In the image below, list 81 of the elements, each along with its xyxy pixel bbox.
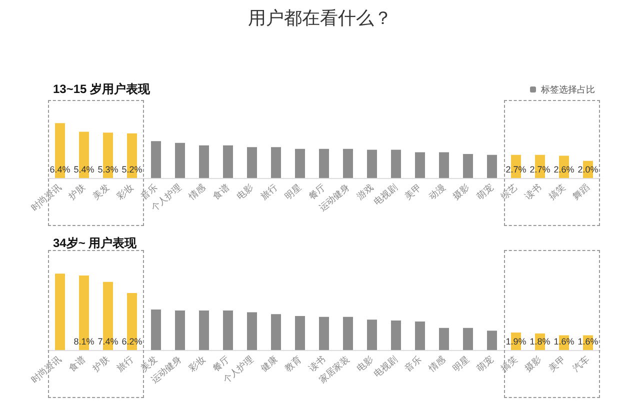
x-tick-label: 搞笑 (547, 182, 568, 202)
bar (175, 310, 185, 350)
x-tick-label: 舞蹈 (571, 182, 592, 202)
bar (271, 314, 281, 350)
x-tick-label: 健康 (259, 354, 280, 374)
bar (151, 141, 161, 178)
bar (439, 328, 449, 350)
x-tick-label: 情感 (426, 354, 448, 374)
x-tick-label: 汽车 (571, 354, 592, 374)
x-tick-label: 护肤 (66, 182, 88, 202)
data-label: 7.4% (98, 336, 118, 346)
x-tick-label: 食谱 (67, 354, 88, 374)
bar (295, 148, 305, 178)
bar (199, 145, 209, 178)
x-tick-label: 动漫 (427, 182, 448, 202)
x-tick-label: 食谱 (211, 182, 232, 202)
x-tick-label: 美甲 (403, 182, 424, 202)
x-tick-label: 读书 (523, 182, 544, 202)
bar (175, 142, 185, 178)
data-label: 6.2% (122, 336, 142, 346)
bar (415, 152, 425, 178)
bar (247, 312, 257, 350)
bar (199, 310, 209, 350)
x-tick-label: 摄影 (523, 354, 544, 374)
data-label: 5.3% (98, 164, 118, 174)
x-tick-label: 餐厅 (211, 354, 232, 374)
x-tick-label: 读书 (307, 354, 328, 374)
bar (367, 150, 377, 178)
x-tick-label: 萌宠 (475, 354, 496, 374)
x-tick-label: 旅行 (259, 182, 280, 202)
data-label: 5.2% (122, 164, 142, 174)
x-tick-label: 游戏 (355, 182, 376, 202)
chart-title: 13~15 岁用户表现 (53, 82, 152, 96)
bar (319, 316, 329, 350)
x-tick-label: 摄影 (451, 182, 472, 202)
x-tick-label: 美发 (91, 182, 112, 202)
bar (55, 274, 65, 350)
x-tick-label: 彩妆 (187, 354, 208, 374)
x-tick-label: 明星 (451, 354, 472, 374)
data-label: 5.4% (74, 164, 94, 174)
bar (463, 154, 473, 178)
x-tick-label: 美发 (139, 354, 160, 374)
x-tick-label: 彩妆 (115, 182, 136, 202)
bar (391, 150, 401, 178)
data-label: 2.0% (578, 164, 598, 174)
bar (487, 154, 497, 178)
bar (391, 320, 401, 350)
bar (415, 321, 425, 350)
bar (151, 310, 161, 350)
bar (319, 148, 329, 178)
x-tick-label: 明星 (283, 182, 304, 202)
x-tick-label: 搞笑 (499, 354, 520, 374)
text: 用户都在看什么？ (247, 7, 393, 30)
data-label: 6.4% (50, 164, 70, 174)
x-tick-label: 旅行 (115, 354, 136, 374)
bar (367, 320, 377, 350)
x-tick-label: 教育 (283, 354, 304, 374)
x-tick-label: 萌宠 (475, 182, 496, 202)
data-label: 8.1% (74, 336, 94, 346)
data-label: 2.7% (530, 164, 550, 174)
chart-title: 34岁~ 用户表现 (53, 236, 138, 250)
x-tick-label: 电影 (235, 182, 256, 202)
bar (247, 147, 257, 178)
x-tick-label: 情感 (186, 182, 208, 202)
x-tick-label: 音乐 (403, 354, 424, 374)
bar (343, 148, 353, 178)
bar (439, 152, 449, 178)
bar (295, 316, 305, 350)
data-label: 2.7% (506, 164, 526, 174)
legend-label: 标签选择占比 (540, 84, 595, 94)
data-label: 2.6% (554, 164, 574, 174)
bar (223, 145, 233, 178)
x-tick-label: 餐厅 (307, 182, 328, 202)
x-tick-label: 音乐 (139, 182, 160, 202)
bar (223, 310, 233, 350)
bar (343, 316, 353, 350)
bar (463, 328, 473, 350)
bar (271, 147, 281, 178)
bar (487, 330, 497, 350)
x-tick-label: 护肤 (90, 354, 112, 374)
x-tick-label: 美甲 (547, 354, 568, 374)
